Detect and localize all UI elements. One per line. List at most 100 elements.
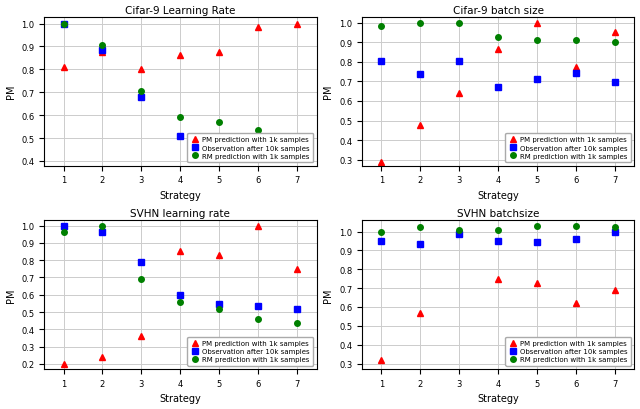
Observation after 10k samples (572, 71, 580, 76)
Observation after 10k samples (177, 292, 184, 297)
RM prediction with 1k samples (254, 128, 262, 133)
Observation after 10k samples (611, 229, 619, 234)
RM prediction with 1k samples (60, 22, 67, 27)
Line: Observation after 10k samples: Observation after 10k samples (379, 59, 618, 91)
Observation after 10k samples (456, 59, 463, 64)
Observation after 10k samples (99, 48, 106, 53)
Observation after 10k samples (138, 260, 145, 265)
PM prediction with 1k samples (494, 47, 502, 52)
RM prediction with 1k samples (177, 299, 184, 304)
PM prediction with 1k samples (611, 31, 619, 36)
Y-axis label: PM: PM (6, 85, 15, 99)
RM prediction with 1k samples (293, 137, 301, 142)
Legend: PM prediction with 1k samples, Observation after 10k samples, RM prediction with: PM prediction with 1k samples, Observati… (188, 134, 313, 163)
PM prediction with 1k samples (99, 355, 106, 360)
RM prediction with 1k samples (494, 228, 502, 233)
PM prediction with 1k samples (177, 53, 184, 58)
Observation after 10k samples (533, 240, 541, 245)
PM prediction with 1k samples (177, 249, 184, 254)
X-axis label: Strategy: Strategy (477, 190, 519, 200)
Observation after 10k samples (572, 237, 580, 242)
Line: RM prediction with 1k samples: RM prediction with 1k samples (61, 223, 300, 326)
PM prediction with 1k samples (60, 65, 67, 70)
Observation after 10k samples (99, 230, 106, 235)
PM prediction with 1k samples (254, 25, 262, 30)
RM prediction with 1k samples (60, 230, 67, 235)
Observation after 10k samples (254, 156, 262, 161)
PM prediction with 1k samples (216, 253, 223, 258)
Observation after 10k samples (417, 242, 424, 247)
Observation after 10k samples (611, 81, 619, 85)
Title: Cifar-9 Learning Rate: Cifar-9 Learning Rate (125, 6, 236, 16)
Line: Observation after 10k samples: Observation after 10k samples (61, 22, 300, 161)
Line: Observation after 10k samples: Observation after 10k samples (61, 223, 300, 312)
Line: Observation after 10k samples: Observation after 10k samples (379, 229, 618, 247)
Observation after 10k samples (533, 78, 541, 83)
RM prediction with 1k samples (417, 225, 424, 230)
RM prediction with 1k samples (611, 225, 619, 230)
RM prediction with 1k samples (378, 229, 385, 234)
Observation after 10k samples (138, 95, 145, 100)
Y-axis label: PM: PM (323, 288, 333, 302)
Observation after 10k samples (216, 302, 223, 307)
RM prediction with 1k samples (177, 116, 184, 121)
RM prediction with 1k samples (533, 39, 541, 44)
PM prediction with 1k samples (293, 22, 301, 27)
Title: SVHN batchsize: SVHN batchsize (457, 209, 540, 219)
RM prediction with 1k samples (417, 21, 424, 26)
Legend: PM prediction with 1k samples, Observation after 10k samples, RM prediction with: PM prediction with 1k samples, Observati… (188, 337, 313, 366)
Observation after 10k samples (378, 239, 385, 244)
RM prediction with 1k samples (216, 120, 223, 125)
Observation after 10k samples (417, 72, 424, 77)
PM prediction with 1k samples (533, 280, 541, 285)
Observation after 10k samples (177, 134, 184, 139)
RM prediction with 1k samples (494, 36, 502, 40)
PM prediction with 1k samples (533, 21, 541, 26)
PM prediction with 1k samples (494, 276, 502, 281)
PM prediction with 1k samples (417, 310, 424, 315)
RM prediction with 1k samples (456, 21, 463, 26)
Title: Cifar-9 batch size: Cifar-9 batch size (452, 6, 544, 16)
PM prediction with 1k samples (378, 357, 385, 362)
PM prediction with 1k samples (456, 92, 463, 97)
Observation after 10k samples (60, 22, 67, 27)
Observation after 10k samples (494, 239, 502, 244)
Observation after 10k samples (293, 152, 301, 157)
RM prediction with 1k samples (138, 90, 145, 94)
X-axis label: Strategy: Strategy (159, 190, 201, 200)
RM prediction with 1k samples (572, 224, 580, 229)
PM prediction with 1k samples (572, 301, 580, 306)
X-axis label: Strategy: Strategy (477, 393, 519, 403)
PM prediction with 1k samples (378, 160, 385, 165)
Legend: PM prediction with 1k samples, Observation after 10k samples, RM prediction with: PM prediction with 1k samples, Observati… (506, 134, 631, 163)
RM prediction with 1k samples (216, 306, 223, 311)
X-axis label: Strategy: Strategy (159, 393, 201, 403)
PM prediction with 1k samples (60, 362, 67, 366)
RM prediction with 1k samples (378, 24, 385, 29)
RM prediction with 1k samples (533, 224, 541, 229)
RM prediction with 1k samples (572, 39, 580, 44)
PM prediction with 1k samples (216, 51, 223, 56)
Line: RM prediction with 1k samples: RM prediction with 1k samples (379, 224, 618, 235)
Observation after 10k samples (494, 85, 502, 90)
RM prediction with 1k samples (611, 40, 619, 45)
Line: PM prediction with 1k samples: PM prediction with 1k samples (379, 21, 618, 165)
Legend: PM prediction with 1k samples, Observation after 10k samples, RM prediction with: PM prediction with 1k samples, Observati… (506, 337, 631, 366)
Line: PM prediction with 1k samples: PM prediction with 1k samples (379, 230, 618, 363)
Y-axis label: PM: PM (6, 288, 15, 302)
Line: RM prediction with 1k samples: RM prediction with 1k samples (379, 21, 618, 46)
Observation after 10k samples (216, 151, 223, 156)
RM prediction with 1k samples (99, 224, 106, 229)
Title: SVHN learning rate: SVHN learning rate (131, 209, 230, 219)
PM prediction with 1k samples (138, 68, 145, 73)
Observation after 10k samples (254, 304, 262, 309)
RM prediction with 1k samples (99, 44, 106, 49)
Observation after 10k samples (293, 307, 301, 312)
Observation after 10k samples (60, 224, 67, 229)
Line: PM prediction with 1k samples: PM prediction with 1k samples (61, 22, 300, 73)
PM prediction with 1k samples (254, 224, 262, 229)
PM prediction with 1k samples (99, 51, 106, 56)
PM prediction with 1k samples (456, 231, 463, 236)
RM prediction with 1k samples (293, 321, 301, 326)
RM prediction with 1k samples (254, 317, 262, 321)
